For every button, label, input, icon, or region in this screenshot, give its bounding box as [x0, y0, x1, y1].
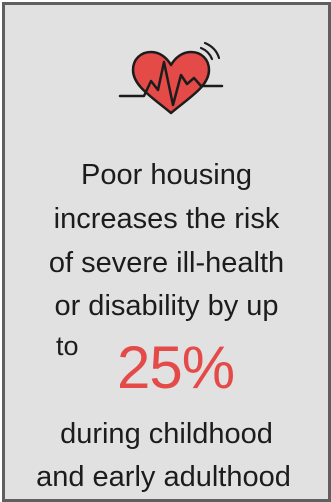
text-line-5: to	[56, 331, 79, 361]
text-line-7: during childhood	[60, 418, 273, 450]
text-line-8: and early adulthood	[36, 461, 291, 493]
text-line-1: Poor housing	[81, 159, 252, 191]
text-line-4: or disability by up	[54, 290, 279, 322]
text-line-2: increases the risk	[53, 203, 280, 235]
text-line-3: of severe ill-health	[48, 247, 285, 279]
heart-rate-icon	[118, 41, 224, 115]
highlight-percentage: 25%	[117, 334, 235, 401]
